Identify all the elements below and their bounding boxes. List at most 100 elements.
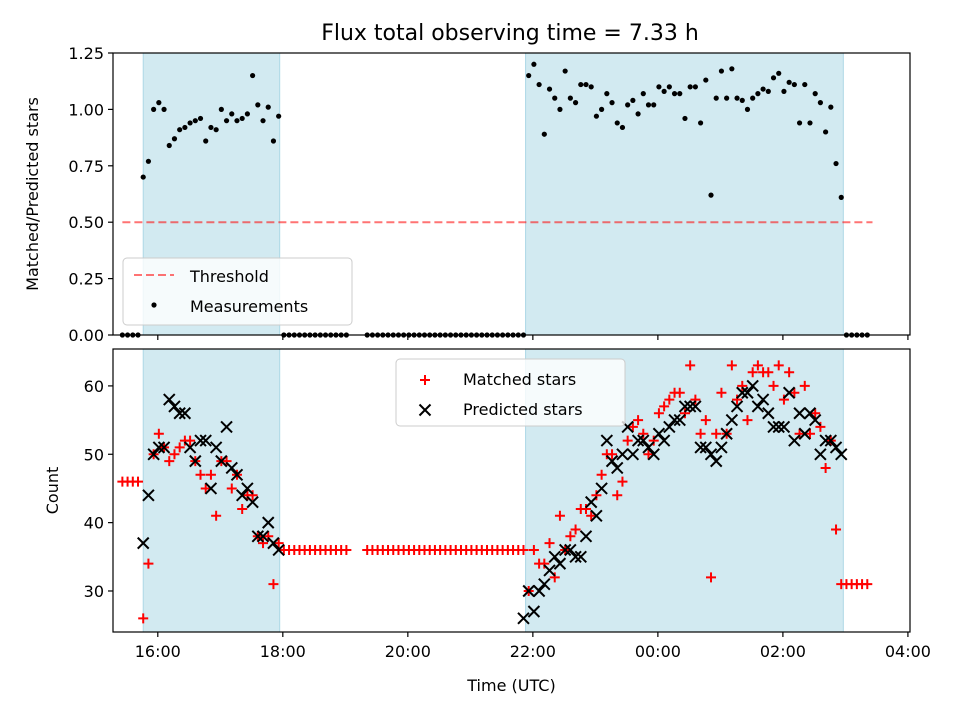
matched-stars-point (200, 483, 211, 494)
matched-stars-point (205, 469, 216, 480)
measurement-point (802, 81, 808, 88)
predicted-stars-point (793, 407, 806, 420)
measurement-point (796, 120, 803, 126)
predicted-stars-point (553, 557, 567, 570)
matched-stars-point (752, 360, 763, 371)
predicted-stars-point (746, 379, 759, 393)
predicted-stars-point (225, 461, 238, 475)
measurement-point (208, 124, 214, 131)
matched-stars-point (622, 435, 633, 446)
matched-stars-point (237, 503, 248, 514)
predicted-stars-point (814, 448, 827, 461)
matched-stars-point (221, 456, 232, 467)
predicted-stars-point (720, 427, 733, 440)
measurement-point (770, 75, 777, 81)
predicted-stars-point (251, 530, 265, 543)
measurement-point (244, 111, 250, 117)
measurement-point (614, 120, 620, 126)
legend-box (122, 257, 353, 326)
predicted-stars-point (183, 441, 197, 454)
matched-stars-point (831, 524, 842, 535)
measurement-point (265, 104, 271, 110)
matched-stars-point (570, 524, 581, 535)
matched-stars-point (185, 435, 196, 446)
matched-stars-point (638, 428, 649, 439)
predicted-stars-point (652, 427, 666, 440)
matched-stars-point (742, 415, 753, 426)
predicted-stars-point (782, 386, 796, 399)
predicted-stars-point (611, 461, 624, 475)
predicted-stars-point (694, 441, 707, 454)
matched-stars-point (586, 510, 597, 521)
axes-frame (112, 52, 911, 336)
matched-stars-point (539, 558, 550, 569)
predicted-stars-point (590, 509, 603, 522)
predicted-stars-point (543, 564, 556, 577)
measurement-point (724, 95, 730, 101)
measurement-point (255, 102, 261, 108)
measurement-point (531, 61, 537, 67)
matched-stars-point (211, 510, 222, 521)
predicted-stars-point (532, 584, 546, 598)
predicted-stars-point (564, 543, 577, 557)
matched-stars-point (153, 428, 164, 439)
x-tick-label: 00:00 (635, 642, 681, 661)
matched-stars-point (596, 469, 607, 480)
matched-stars-point (549, 572, 560, 583)
measurement-point (192, 118, 198, 124)
predicted-stars-point (689, 400, 702, 413)
measurement-point (161, 106, 167, 112)
observing-window-2 (525, 52, 844, 336)
legend-predicted-swatch (418, 403, 432, 417)
measurement-point (786, 79, 792, 85)
measurement-point (583, 81, 589, 88)
predicted-stars-point (517, 612, 530, 625)
predicted-stars-point (683, 400, 697, 413)
measurement-point (229, 111, 235, 117)
predicted-stars-point (824, 434, 838, 447)
predicted-stars-point (808, 413, 822, 427)
measurement-point (630, 97, 636, 103)
measurement-point (671, 91, 678, 97)
predicted-stars-point (584, 495, 598, 509)
legend-top: Threshold Measurements (122, 257, 353, 326)
predicted-stars-point (678, 400, 692, 413)
measurement-point (697, 120, 704, 126)
predicted-stars-point (772, 420, 785, 434)
matched-stars-point (664, 394, 675, 405)
matched-stars-point (726, 360, 737, 371)
matched-stars-point (554, 510, 565, 521)
predicted-stars-point (147, 448, 160, 461)
measurement-point (599, 106, 605, 112)
measurement-point (828, 104, 834, 110)
predicted-stars-point (631, 434, 645, 447)
predicted-stars-point (241, 482, 254, 495)
measurement-point (578, 81, 584, 88)
measurement-point (708, 192, 714, 198)
predicted-stars-point (710, 454, 723, 468)
predicted-stars-point (762, 407, 775, 420)
y-tick-label: 60 (84, 377, 104, 396)
legend-predicted-label: Predicted stars (463, 400, 583, 419)
predicted-stars-point (616, 448, 629, 461)
measurement-point (567, 95, 573, 101)
predicted-stars-point (569, 550, 582, 564)
matched-stars-point (716, 387, 727, 398)
measurement-point (197, 115, 204, 122)
measurement-point (718, 68, 725, 74)
chart-title: Flux total observing time = 7.33 h (321, 21, 699, 46)
predicted-stars-point (699, 441, 713, 454)
measurement-point (250, 72, 256, 79)
matched-stars-point (528, 544, 539, 555)
matched-stars-point (607, 449, 618, 460)
matched-stars-point (518, 544, 529, 555)
predicted-stars-point (756, 393, 770, 406)
matched-stars-point (862, 579, 873, 590)
measurement-point (640, 91, 646, 97)
predicted-stars-point (829, 441, 843, 454)
measurement-point (239, 115, 245, 122)
predicted-stars-point (262, 516, 275, 529)
matched-stars-point (674, 387, 685, 398)
measurement-point (635, 111, 641, 117)
y-tick-label: 30 (84, 582, 104, 601)
